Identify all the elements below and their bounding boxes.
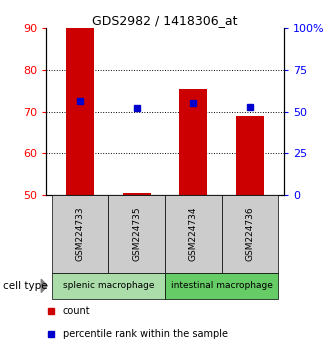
Bar	[221, 195, 278, 273]
Bar	[165, 273, 278, 299]
Text: splenic macrophage: splenic macrophage	[63, 281, 154, 290]
Text: GSM224735: GSM224735	[132, 206, 141, 261]
Text: GSM224734: GSM224734	[189, 206, 198, 261]
Text: intestinal macrophage: intestinal macrophage	[171, 281, 273, 290]
Bar	[122, 193, 151, 195]
Text: GSM224733: GSM224733	[76, 206, 84, 261]
Bar	[52, 195, 109, 273]
Bar	[109, 195, 165, 273]
Text: count: count	[63, 306, 90, 316]
Title: GDS2982 / 1418306_at: GDS2982 / 1418306_at	[92, 14, 238, 27]
Bar	[52, 273, 165, 299]
Text: GSM224736: GSM224736	[246, 206, 254, 261]
Text: cell type: cell type	[3, 281, 48, 291]
Bar	[66, 28, 94, 195]
Bar	[165, 195, 221, 273]
Bar	[236, 116, 264, 195]
Polygon shape	[41, 279, 47, 292]
Text: percentile rank within the sample: percentile rank within the sample	[63, 329, 228, 339]
Bar	[179, 88, 208, 195]
